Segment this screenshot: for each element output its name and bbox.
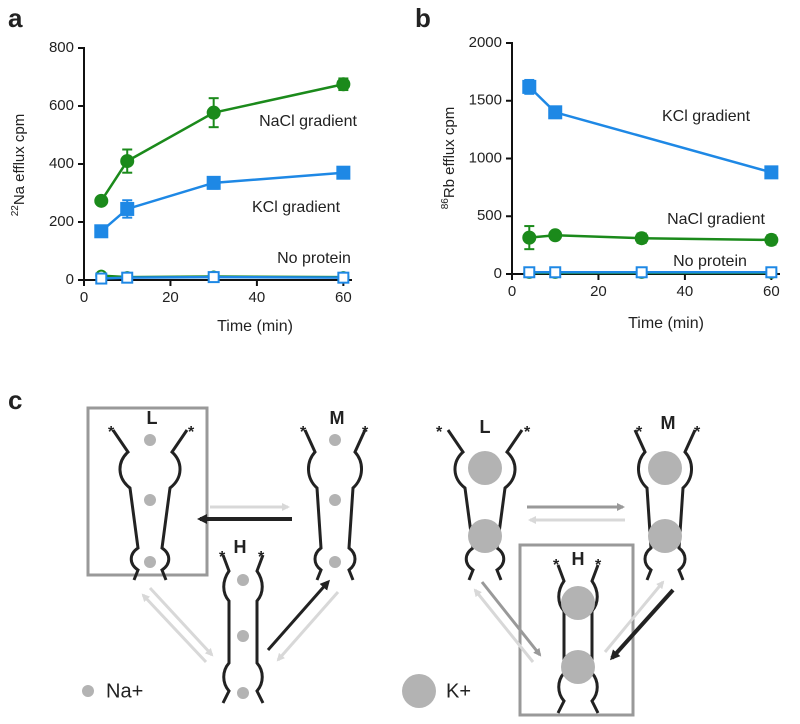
data-point [95, 272, 108, 285]
data-point [549, 266, 562, 279]
series-line [100, 171, 344, 233]
series-line [100, 83, 344, 202]
arrows [141, 503, 340, 664]
series-label: KCl gradient [252, 199, 341, 216]
ions [144, 434, 341, 699]
y-tick-label: 1500 [469, 92, 502, 109]
asterisk: * [436, 424, 443, 441]
data-point [206, 105, 221, 120]
state-label: M [661, 413, 676, 433]
state-label: M [330, 408, 345, 428]
panel-label: c [8, 385, 22, 415]
series-label: NaCl gradient [259, 113, 357, 130]
y-axis-label-superscript: 86 [440, 198, 451, 210]
x-tick-label: 60 [763, 283, 780, 300]
series-label: No protein [673, 253, 747, 270]
data-point [207, 271, 220, 284]
asterisk: * [258, 549, 265, 566]
series-line [529, 234, 772, 242]
y-tick-label: 1000 [469, 149, 502, 166]
data-point [94, 224, 109, 239]
y-tick-label: 800 [49, 39, 74, 56]
data-point [121, 271, 134, 284]
x-tick-label: 60 [335, 289, 352, 306]
data-point [206, 175, 221, 190]
data-point [765, 266, 778, 279]
asterisk: * [362, 424, 369, 441]
data-point [120, 201, 135, 216]
series-line [101, 275, 344, 280]
state-label: L [147, 408, 158, 428]
state-label: H [234, 537, 247, 557]
data-point [635, 266, 648, 279]
data-point [764, 165, 779, 180]
data-point [522, 230, 537, 245]
arrows [473, 503, 675, 663]
asterisk: * [694, 424, 701, 441]
y-tick-label: 600 [49, 97, 74, 114]
legend-swatch [82, 685, 94, 697]
series-label: KCl gradient [662, 108, 751, 125]
highlight-box [86, 406, 209, 577]
data-point [764, 232, 779, 247]
highlight-box [518, 543, 635, 717]
y-tick-label: 0 [66, 271, 74, 288]
asterisk: * [636, 424, 643, 441]
y-axis-label: 86Rb efflux cpm [440, 107, 458, 210]
y-axis-label-text: Rb efflux cpm [441, 107, 458, 198]
x-tick-label: 20 [590, 283, 607, 300]
y-axis-label: 22Na efflux cpm [10, 114, 28, 217]
data-point [522, 79, 537, 94]
legend-label: K+ [446, 680, 471, 702]
data-point [120, 154, 135, 169]
asterisk: * [553, 557, 560, 574]
asterisk: * [108, 424, 115, 441]
asterisk: * [219, 549, 226, 566]
data-point [337, 271, 350, 284]
series-line [528, 85, 772, 174]
legend-swatch [402, 674, 436, 708]
x-tick-label: 0 [80, 289, 88, 306]
series-label: No protein [277, 250, 351, 267]
x-tick-label: 0 [508, 283, 516, 300]
data-point [634, 231, 649, 246]
ions [468, 451, 682, 684]
x-tick-label: 40 [249, 289, 266, 306]
y-tick-label: 2000 [469, 34, 502, 51]
diagram: c L M H * * * * * * Na+ L M H * * * * * … [8, 385, 701, 717]
asterisk: * [595, 557, 602, 574]
asterisk: * [300, 424, 307, 441]
data-point [336, 77, 351, 92]
panel-label: a [8, 3, 23, 33]
legend-label: Na+ [106, 680, 143, 702]
x-axis-label: Time (min) [217, 318, 293, 335]
data-point [94, 193, 109, 208]
y-tick-label: 400 [49, 155, 74, 172]
y-tick-label: 200 [49, 213, 74, 230]
asterisk: * [188, 424, 195, 441]
data-point [336, 165, 351, 180]
series-label: NaCl gradient [667, 211, 765, 228]
y-axis-label-text: Na efflux cpm [11, 114, 28, 205]
y-axis-label-superscript: 22 [10, 205, 21, 217]
y-tick-label: 500 [477, 207, 502, 224]
data-point [548, 228, 563, 243]
panel-label: b [415, 3, 431, 33]
x-tick-label: 20 [162, 289, 179, 306]
data-point [548, 105, 563, 120]
asterisk: * [524, 424, 531, 441]
state-label: H [572, 549, 585, 569]
x-axis-label: Time (min) [628, 315, 704, 332]
x-tick-label: 40 [677, 283, 694, 300]
y-tick-label: 0 [494, 265, 502, 282]
data-point [523, 266, 536, 279]
state-label: L [480, 417, 491, 437]
